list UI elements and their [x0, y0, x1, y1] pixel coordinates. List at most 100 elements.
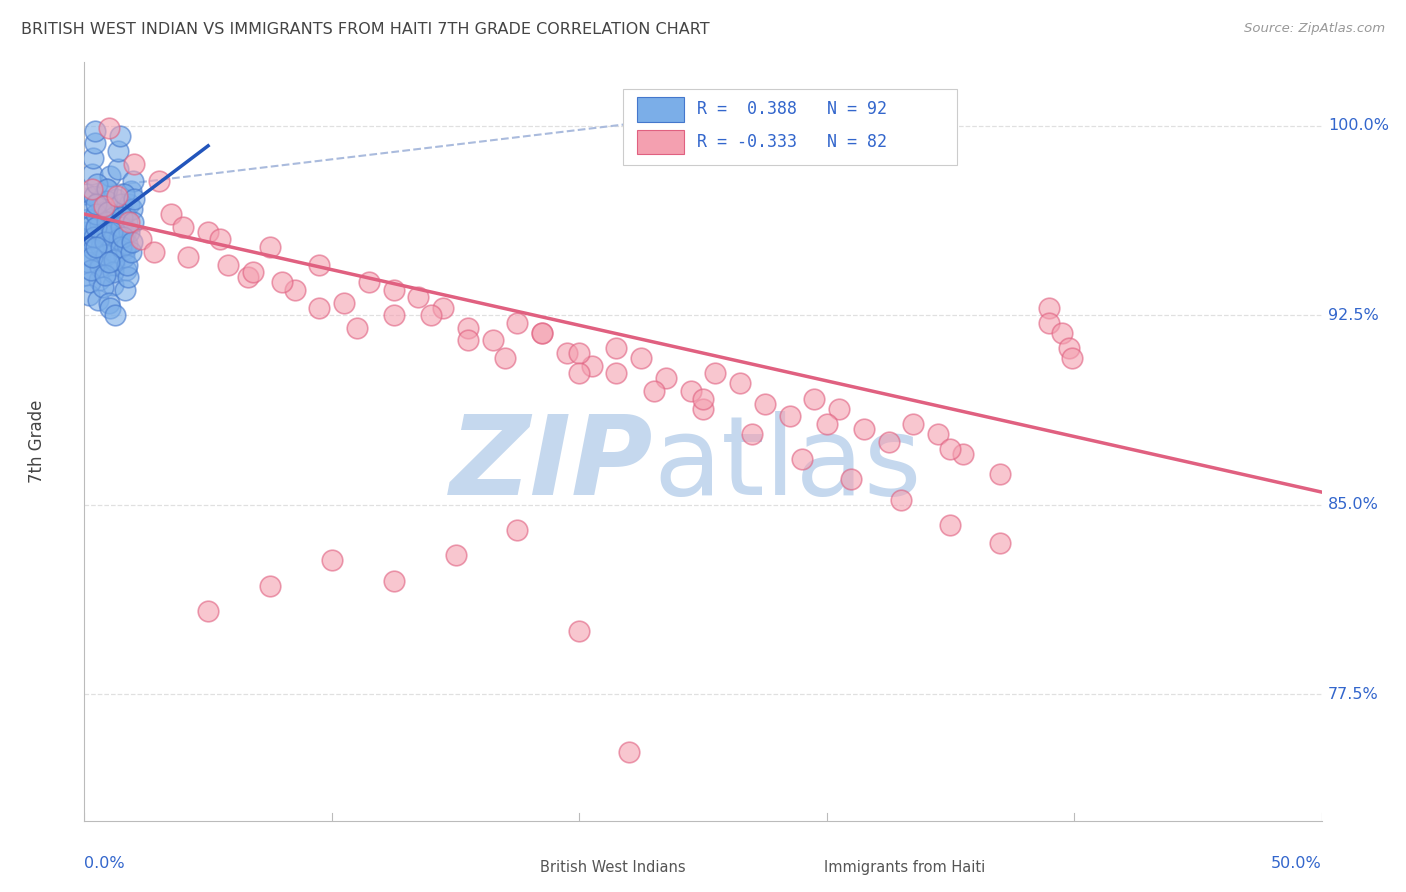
- Point: [110, 240, 132, 254]
- Point: [84, 197, 107, 211]
- Point: [118, 197, 141, 211]
- Point: [93, 227, 115, 242]
- Point: [98, 295, 121, 310]
- Point: [382, 283, 405, 297]
- Point: [115, 262, 138, 277]
- Point: [117, 270, 139, 285]
- Point: [308, 301, 330, 315]
- Point: [568, 366, 591, 380]
- Point: [114, 207, 136, 221]
- Point: [952, 447, 974, 461]
- Point: [82, 152, 104, 166]
- Point: [1038, 316, 1060, 330]
- Point: [75, 186, 97, 201]
- Point: [432, 301, 454, 315]
- Point: [115, 215, 138, 229]
- Point: [815, 417, 838, 431]
- Point: [82, 243, 104, 257]
- Point: [100, 225, 122, 239]
- Point: [73, 247, 96, 261]
- Text: 50.0%: 50.0%: [1271, 856, 1322, 871]
- FancyBboxPatch shape: [637, 130, 685, 154]
- Point: [172, 219, 194, 234]
- Point: [321, 553, 343, 567]
- Point: [903, 417, 925, 431]
- Point: [103, 210, 125, 224]
- Point: [382, 308, 405, 322]
- Point: [939, 518, 962, 533]
- Point: [118, 225, 141, 239]
- Point: [105, 192, 128, 206]
- Point: [160, 207, 183, 221]
- Point: [939, 442, 962, 457]
- Point: [110, 219, 132, 234]
- Point: [108, 128, 131, 143]
- Point: [107, 161, 129, 176]
- Point: [98, 121, 121, 136]
- Point: [79, 219, 101, 234]
- Point: [89, 194, 111, 209]
- Point: [728, 376, 751, 391]
- Point: [481, 334, 503, 348]
- Point: [96, 215, 118, 229]
- Point: [890, 492, 912, 507]
- Point: [122, 215, 145, 229]
- Point: [741, 426, 763, 441]
- Point: [76, 212, 98, 227]
- Point: [197, 225, 219, 239]
- Point: [103, 252, 125, 267]
- Point: [91, 280, 114, 294]
- Point: [236, 270, 259, 285]
- Point: [779, 409, 801, 424]
- Point: [80, 182, 103, 196]
- Point: [79, 275, 101, 289]
- Text: R =  0.388   N = 92: R = 0.388 N = 92: [697, 101, 887, 119]
- Text: Source: ZipAtlas.com: Source: ZipAtlas.com: [1244, 22, 1385, 36]
- Point: [114, 283, 136, 297]
- Point: [333, 295, 356, 310]
- Point: [101, 277, 124, 292]
- Point: [89, 260, 111, 275]
- Point: [103, 258, 125, 272]
- Point: [259, 240, 281, 254]
- Point: [101, 265, 124, 279]
- Point: [89, 273, 111, 287]
- Text: British West Indians: British West Indians: [540, 860, 685, 875]
- Point: [444, 549, 467, 563]
- Point: [83, 229, 105, 244]
- Point: [84, 219, 107, 234]
- Point: [308, 258, 330, 272]
- Point: [1038, 301, 1060, 315]
- Point: [89, 252, 111, 267]
- Point: [754, 396, 776, 410]
- Point: [82, 250, 104, 264]
- Point: [605, 341, 627, 355]
- Point: [94, 182, 117, 196]
- Point: [121, 174, 143, 188]
- Point: [96, 204, 118, 219]
- Point: [94, 247, 117, 261]
- Point: [84, 207, 107, 221]
- Point: [117, 237, 139, 252]
- Point: [93, 204, 115, 219]
- Point: [104, 244, 127, 259]
- Point: [803, 392, 825, 406]
- Point: [79, 232, 101, 246]
- Point: [101, 237, 124, 252]
- Point: [97, 255, 120, 269]
- Point: [284, 283, 307, 297]
- Point: [111, 219, 134, 234]
- Point: [457, 320, 479, 334]
- Point: [852, 422, 875, 436]
- Point: [75, 268, 97, 282]
- Point: [581, 359, 603, 373]
- Point: [841, 473, 863, 487]
- Point: [94, 268, 117, 282]
- Point: [494, 351, 516, 365]
- Point: [177, 250, 200, 264]
- Point: [93, 235, 115, 249]
- Text: ZIP: ZIP: [450, 411, 654, 517]
- Point: [112, 250, 135, 264]
- Point: [80, 262, 103, 277]
- Text: atlas: atlas: [654, 411, 922, 517]
